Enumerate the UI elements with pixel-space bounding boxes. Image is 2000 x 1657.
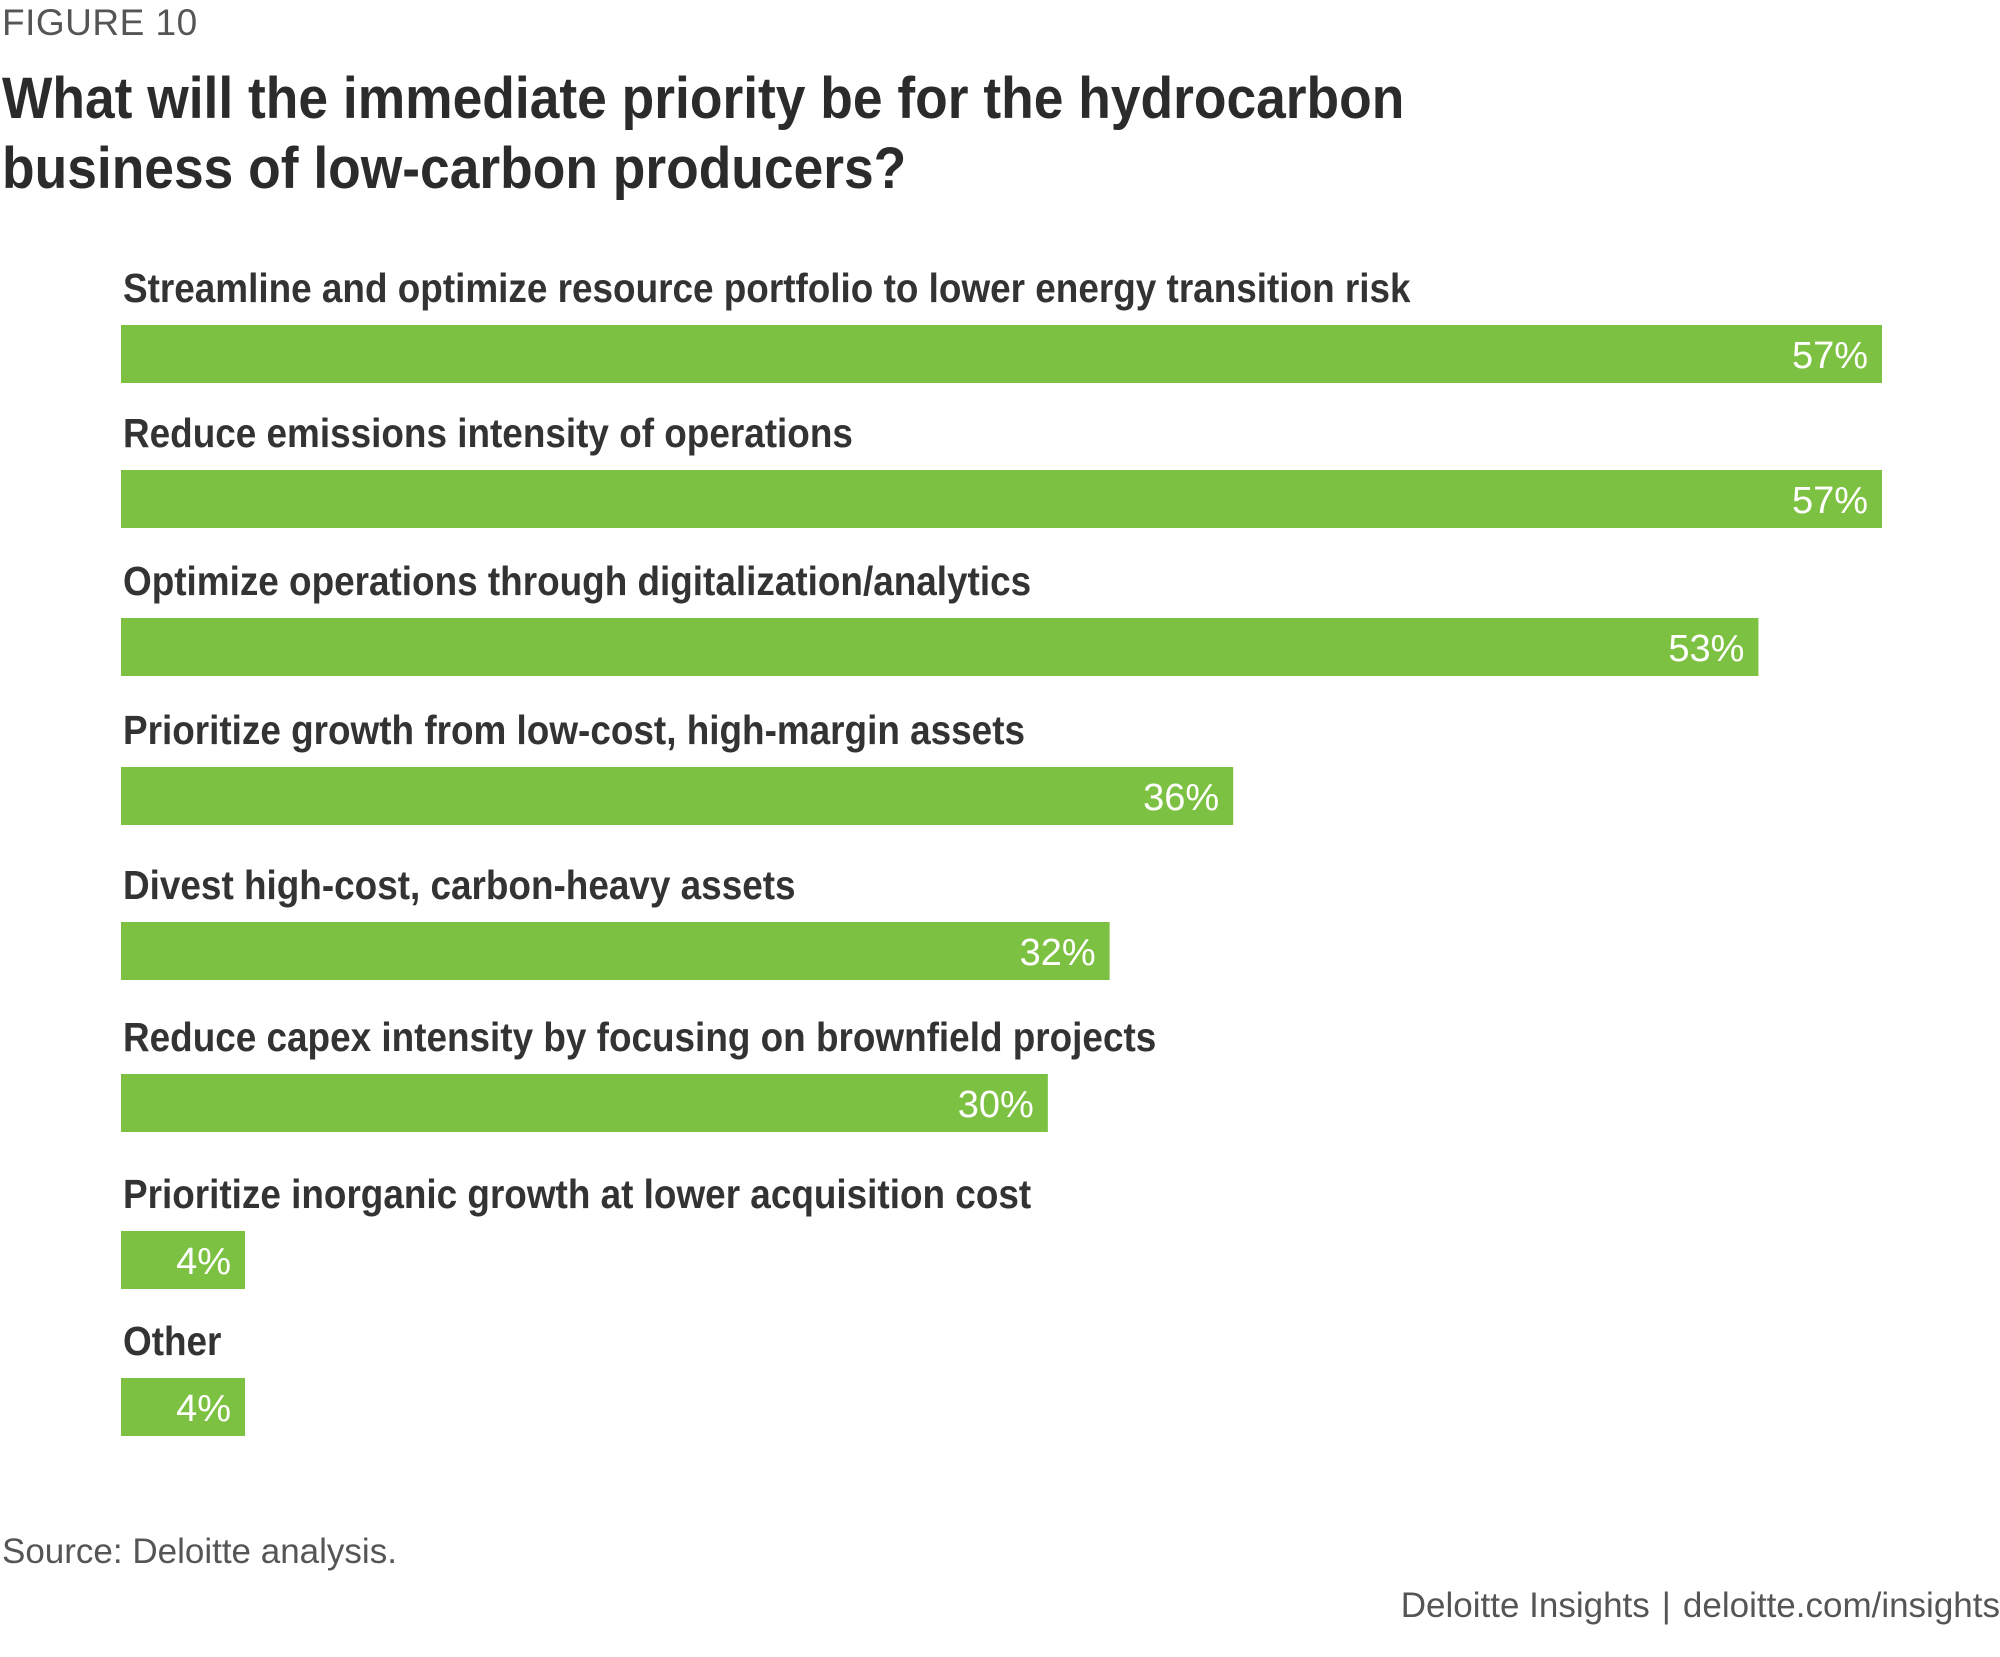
category-label: Prioritize growth from low-cost, high-ma… [123,708,1025,753]
bar-value-label: 53% [1668,628,1744,670]
category-label: Reduce emissions intensity of operations [123,411,853,456]
bar-value-label: 4% [176,1241,231,1283]
category-label: Optimize operations through digitalizati… [123,559,1031,604]
bar [121,470,1882,528]
bar-value-label: 32% [1020,932,1096,974]
category-label: Streamline and optimize resource portfol… [123,266,1411,311]
bar [121,922,1110,980]
footer-url[interactable]: deloitte.com/insights [1682,1586,2000,1625]
figure-label: FIGURE 10 [2,2,198,43]
footer-separator: | [1661,1586,1671,1625]
bar-value-label: 30% [958,1084,1034,1126]
source-note: Source: Deloitte analysis. [2,1532,397,1571]
footer-brand: Deloitte Insights [1400,1586,1650,1625]
bar-value-label: 4% [176,1388,231,1430]
bar-value-label: 36% [1143,777,1219,819]
bar [121,1378,245,1436]
category-label: Divest high-cost, carbon-heavy assets [123,863,796,908]
category-label: Prioritize inorganic growth at lower acq… [123,1172,1031,1217]
chart-title: What will the immediate priority be for … [2,66,1405,201]
category-label: Other [123,1319,221,1364]
bar-value-label: 57% [1792,480,1868,522]
footer: Deloitte Insights | deloitte.com/insights [1401,1586,2000,1626]
bar [121,1074,1048,1132]
bar [121,767,1234,825]
bar-value-label: 57% [1792,335,1868,377]
bar [121,618,1759,676]
bar [121,325,1882,383]
category-label: Reduce capex intensity by focusing on br… [123,1015,1156,1060]
bar [121,1231,245,1289]
bar-chart: Streamline and optimize resource portfol… [121,266,1882,1436]
